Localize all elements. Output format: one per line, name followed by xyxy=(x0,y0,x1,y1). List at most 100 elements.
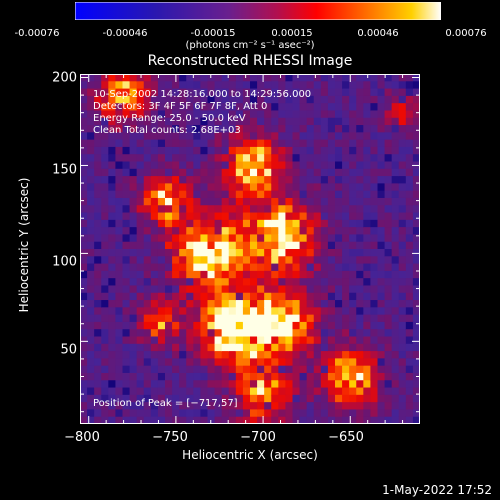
heatmap-cell xyxy=(398,300,407,308)
heatmap-cell xyxy=(150,394,159,403)
heatmap-cell xyxy=(257,394,265,403)
heatmap-cell xyxy=(363,314,372,323)
heatmap-cell xyxy=(200,409,209,418)
heatmap-cell xyxy=(299,314,308,323)
heatmap-cell xyxy=(363,402,372,411)
heatmap-cell xyxy=(157,351,166,359)
heatmap-cell xyxy=(377,234,386,243)
heatmap-cell xyxy=(157,183,166,192)
heatmap-cell xyxy=(299,409,308,418)
heatmap-cell xyxy=(115,154,124,163)
heatmap-cell xyxy=(271,336,279,345)
heatmap-cell xyxy=(214,270,223,279)
heatmap-cell xyxy=(200,132,209,141)
heatmap-cell xyxy=(342,416,350,424)
heatmap-cell xyxy=(356,336,364,345)
heatmap-cell xyxy=(143,409,152,418)
heatmap-cell xyxy=(405,416,414,424)
heatmap-cell xyxy=(221,292,230,301)
heatmap-cell xyxy=(150,117,159,126)
heatmap-cell xyxy=(320,125,329,133)
heatmap-cell xyxy=(292,409,301,418)
heatmap-cell xyxy=(391,176,400,184)
heatmap-cell xyxy=(108,321,117,330)
heatmap-cell xyxy=(391,351,400,359)
heatmap-cell xyxy=(228,307,237,316)
heatmap-cell xyxy=(278,394,287,403)
heatmap-cell xyxy=(101,125,109,133)
heatmap-cell xyxy=(299,307,308,316)
heatmap-cell xyxy=(157,409,166,418)
heatmap-cell xyxy=(405,103,414,112)
heatmap-cell xyxy=(384,103,393,112)
heatmap-cell xyxy=(278,234,287,243)
heatmap-cell xyxy=(377,336,386,345)
heatmap-cell xyxy=(136,351,145,359)
heatmap-cell xyxy=(129,227,138,236)
heatmap-cell xyxy=(278,249,287,257)
heatmap-cell xyxy=(87,205,95,214)
heatmap-cell xyxy=(108,168,117,177)
heatmap-cell xyxy=(214,81,223,90)
heatmap-cell xyxy=(136,74,145,82)
heatmap-cell xyxy=(150,219,159,228)
heatmap-cell xyxy=(412,343,420,352)
heatmap-cell xyxy=(285,387,294,396)
heatmap-cell xyxy=(80,139,88,148)
heatmap-cell xyxy=(292,372,301,381)
heatmap-cell xyxy=(193,321,202,330)
heatmap-cell xyxy=(150,372,159,381)
heatmap-cell xyxy=(313,351,322,359)
heatmap-cell xyxy=(207,314,216,323)
heatmap-cell xyxy=(80,394,88,403)
heatmap-cell xyxy=(405,74,414,82)
heatmap-cell xyxy=(157,205,166,214)
heatmap-cell xyxy=(398,176,407,184)
heatmap-cell xyxy=(235,103,244,112)
heatmap-cell xyxy=(370,394,379,403)
heatmap-cell xyxy=(143,168,152,177)
heatmap-cell xyxy=(271,387,279,396)
heatmap-cell xyxy=(200,336,209,345)
heatmap-cell xyxy=(143,190,152,199)
colorbar-units: (photons cm⁻² s⁻¹ asec⁻²) xyxy=(185,40,315,51)
heatmap-cell xyxy=(228,227,237,236)
heatmap-cell xyxy=(143,125,152,133)
y-axis-label: Heliocentric Y (arcsec) xyxy=(17,177,31,313)
heatmap-cell xyxy=(242,278,251,287)
heatmap-cell xyxy=(384,241,393,250)
heatmap-cell xyxy=(391,197,400,206)
heatmap-cell xyxy=(94,95,102,104)
heatmap-cell xyxy=(264,205,272,214)
heatmap-cell xyxy=(405,132,414,141)
heatmap-cell xyxy=(327,219,336,228)
heatmap-cell xyxy=(214,219,223,228)
heatmap-cell xyxy=(257,190,265,199)
heatmap-cell xyxy=(129,307,138,316)
heatmap-cell xyxy=(150,387,159,396)
heatmap-cell xyxy=(342,300,350,308)
heatmap-cell xyxy=(207,139,216,148)
heatmap-cell xyxy=(101,307,109,316)
heatmap-cell xyxy=(342,183,350,192)
heatmap-cell xyxy=(306,387,315,396)
heatmap-cell xyxy=(179,241,187,250)
heatmap-cell xyxy=(257,314,265,323)
heatmap-cell xyxy=(122,139,131,148)
heatmap-cell xyxy=(179,372,187,381)
heatmap-cell xyxy=(101,321,109,330)
heatmap-cell xyxy=(271,205,279,214)
heatmap-cell xyxy=(115,227,124,236)
heatmap-cell xyxy=(271,278,279,287)
heatmap-cell xyxy=(94,88,102,97)
heatmap-cell xyxy=(207,95,216,104)
heatmap-cell xyxy=(179,183,187,192)
heatmap-cell xyxy=(214,372,223,381)
heatmap-cell xyxy=(292,402,301,411)
heatmap-cell xyxy=(292,300,301,308)
heatmap-cell xyxy=(398,183,407,192)
heatmap-cell xyxy=(143,351,152,359)
heatmap-cell xyxy=(391,110,400,119)
heatmap-cell xyxy=(327,292,336,301)
heatmap-cell xyxy=(150,402,159,411)
